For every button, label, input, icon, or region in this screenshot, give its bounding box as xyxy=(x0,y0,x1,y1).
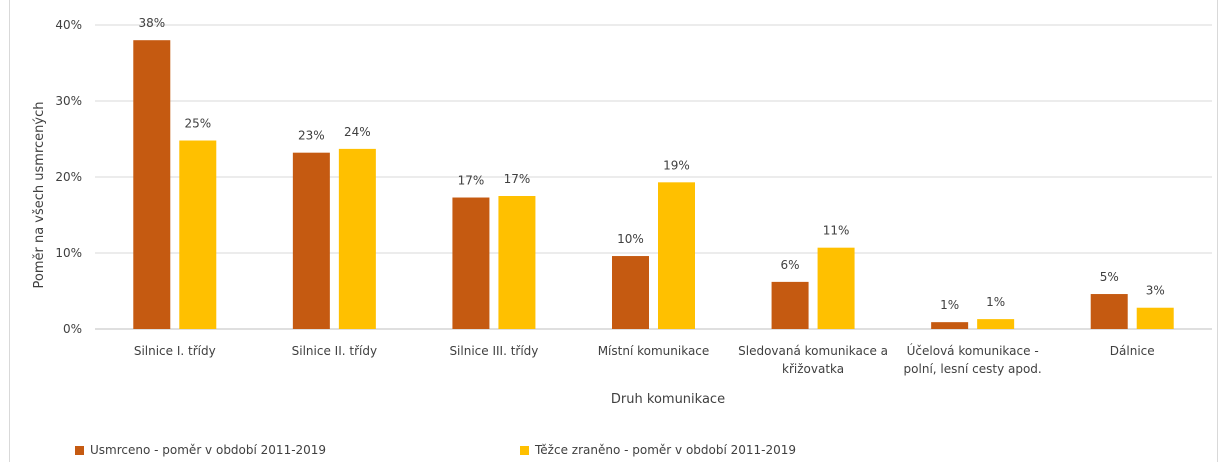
bar-usmrceno xyxy=(931,322,969,329)
data-label: 11% xyxy=(823,224,850,238)
bar-usmrceno xyxy=(612,256,649,329)
bar-tezce-zraneno xyxy=(338,148,376,329)
x-tick-label: křižovatka xyxy=(782,362,844,376)
bar-tezce-zraneno xyxy=(977,319,1015,329)
legend-item-usmrceno: Usmrceno - poměr v období 2011-2019 xyxy=(75,443,326,457)
bar-tezce-zraneno xyxy=(817,247,855,329)
gridlines xyxy=(95,24,1212,330)
legend-label-usmrceno: Usmrceno - poměr v období 2011-2019 xyxy=(90,443,327,457)
x-tick-label: Sledovaná komunikace a xyxy=(738,344,888,358)
data-label: 1% xyxy=(940,298,959,312)
data-labels: 38% 25% 23% 24% 17% 17% 10% 19% 6% 11% 1% 1% 5% 3% xyxy=(138,16,1164,312)
y-tick-label: 40% xyxy=(55,18,82,32)
bars xyxy=(133,40,1174,329)
x-tick-label: polní, lesní cesty apod. xyxy=(904,362,1042,376)
bar-usmrceno xyxy=(292,152,330,329)
bar-chart: 0% 10% 20% 30% 40% 38% 25% 23% 24% 17% 17% 10% 19% 6… xyxy=(32,16,1212,407)
chart-frame-left xyxy=(9,0,10,462)
x-tick-label: Silnice II. třídy xyxy=(292,344,377,358)
y-tick-label: 20% xyxy=(55,170,82,184)
data-label: 5% xyxy=(1100,270,1119,284)
x-tick-label: Účelová komunikace - xyxy=(907,343,1039,358)
y-tick-label: 10% xyxy=(55,246,82,260)
data-label: 17% xyxy=(458,174,485,188)
data-label: 24% xyxy=(344,125,371,139)
data-label: 6% xyxy=(781,258,800,272)
legend-label-tezce-zraneno: Těžce zraněno - poměr v období 2011-2019 xyxy=(535,443,797,457)
bar-usmrceno xyxy=(1090,294,1128,329)
x-axis-title: Druh komunikace xyxy=(611,392,725,407)
data-label: 17% xyxy=(504,172,531,186)
legend-swatch-tezce-zraneno xyxy=(520,445,529,455)
data-label: 1% xyxy=(986,295,1005,309)
legend-item-tezce-zraneno: Těžce zraněno - poměr v období 2011-2019 xyxy=(520,443,796,457)
bar-usmrceno xyxy=(133,40,171,329)
data-label: 23% xyxy=(298,129,325,143)
x-tick-label: Silnice III. třídy xyxy=(449,344,538,358)
y-axis-title: Poměr na všech usmrcených xyxy=(32,102,47,289)
y-tick-label: 0% xyxy=(63,322,82,336)
bar-tezce-zraneno xyxy=(658,182,695,329)
data-label: 10% xyxy=(617,232,644,246)
bar-tezce-zraneno xyxy=(179,140,217,329)
x-tick-label: Silnice I. třídy xyxy=(134,344,216,358)
data-label: 19% xyxy=(663,158,690,172)
y-axis-ticks: 0% 10% 20% 30% 40% xyxy=(55,18,82,336)
bar-tezce-zraneno xyxy=(1136,307,1174,329)
y-tick-label: 30% xyxy=(55,94,82,108)
x-axis-ticks: Silnice I. třídy Silnice II. třídy Silnice… xyxy=(134,343,1155,376)
bar-usmrceno xyxy=(771,281,809,329)
data-label: 3% xyxy=(1146,284,1165,298)
data-label: 25% xyxy=(184,117,211,131)
x-tick-label: Místní komunikace xyxy=(598,344,710,358)
bar-usmrceno xyxy=(452,197,490,329)
legend-swatch-usmrceno xyxy=(75,445,84,455)
x-tick-label: Dálnice xyxy=(1110,344,1155,358)
data-label: 38% xyxy=(138,16,165,30)
bar-tezce-zraneno xyxy=(498,196,536,329)
